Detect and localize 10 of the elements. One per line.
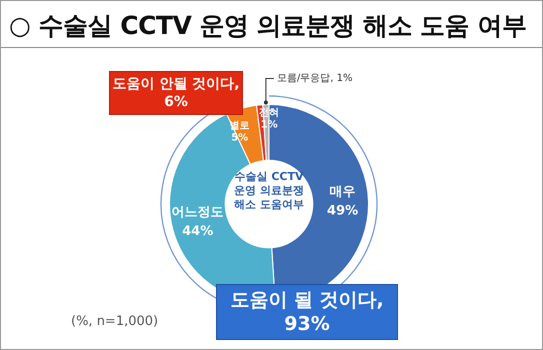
slice-label: 매우 <box>330 184 356 200</box>
data-label: 49% <box>327 204 358 219</box>
text: 도움이 될 것이다, 93% <box>216 284 398 340</box>
slice-label: 모름/무응답, 1% <box>276 73 352 84</box>
slice-label: 어느정도 <box>172 205 224 220</box>
data-label: 44% <box>182 224 214 240</box>
chart-title: ○ 수술실 CCTV 운영 의료분쟁 해소 도움 여부 <box>9 10 526 42</box>
text: (%, n=1,000) <box>71 314 158 329</box>
text: 수술실 CCTV 운영 의료분쟁 해소 도움여부 <box>233 170 305 212</box>
text: 도움이 안될 것이다, 6% <box>109 71 243 115</box>
